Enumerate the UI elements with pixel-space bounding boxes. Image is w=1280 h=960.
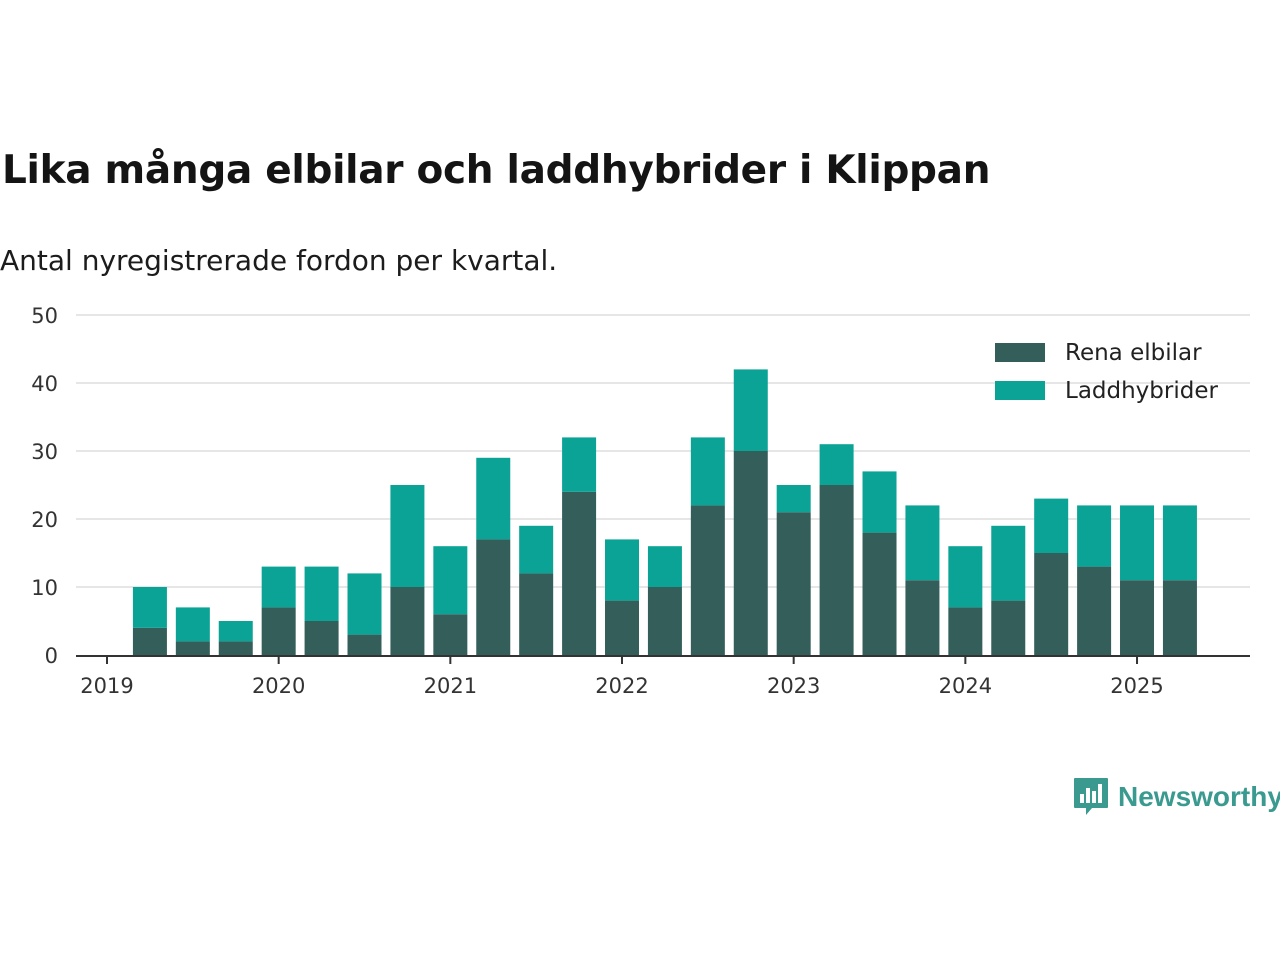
bar-rena-elbilar bbox=[304, 621, 339, 655]
bar-rena-elbilar bbox=[776, 512, 811, 655]
bar-laddhybrider bbox=[819, 444, 854, 485]
bar-laddhybrider bbox=[733, 369, 768, 451]
bar-rena-elbilar bbox=[862, 532, 897, 655]
bar-laddhybrider bbox=[605, 539, 640, 601]
bars bbox=[132, 369, 1197, 655]
bar-laddhybrider bbox=[647, 546, 682, 587]
bar-laddhybrider bbox=[433, 546, 468, 615]
bar-laddhybrider bbox=[218, 621, 253, 642]
bar-rena-elbilar bbox=[261, 607, 296, 655]
y-axis-ticks: 0 10 20 30 40 50 bbox=[31, 304, 58, 668]
bar-laddhybrider bbox=[862, 471, 897, 533]
bar-rena-elbilar bbox=[991, 600, 1026, 655]
y-tick-label: 40 bbox=[31, 372, 58, 396]
bar-laddhybrider bbox=[948, 546, 983, 608]
x-tick-label: 2019 bbox=[80, 674, 133, 698]
bar-rena-elbilar bbox=[132, 627, 167, 655]
bar-laddhybrider bbox=[390, 485, 425, 587]
bar-rena-elbilar bbox=[390, 587, 425, 655]
bar-rena-elbilar bbox=[347, 634, 382, 655]
bar-rena-elbilar bbox=[905, 580, 940, 655]
x-tick-label: 2024 bbox=[939, 674, 992, 698]
bar-laddhybrider bbox=[132, 587, 167, 628]
bar-rena-elbilar bbox=[690, 505, 725, 655]
x-tick-label: 2025 bbox=[1110, 674, 1163, 698]
bar-laddhybrider bbox=[690, 437, 725, 506]
bar-laddhybrider bbox=[1120, 505, 1155, 581]
bar-laddhybrider bbox=[776, 485, 811, 513]
legend-swatch bbox=[995, 381, 1045, 400]
newsworthy-logo: Newsworthy bbox=[1072, 776, 1280, 818]
legend-label: Rena elbilar bbox=[1065, 340, 1202, 366]
bar-rena-elbilar bbox=[1077, 566, 1112, 655]
chart-title: Lika många elbilar och laddhybrider i Kl… bbox=[2, 148, 991, 193]
bar-rena-elbilar bbox=[433, 614, 468, 655]
bar-rena-elbilar bbox=[476, 539, 511, 655]
bar-rena-elbilar bbox=[562, 491, 597, 655]
bar-rena-elbilar bbox=[733, 451, 768, 655]
bar-rena-elbilar bbox=[948, 607, 983, 655]
x-tick-label: 2020 bbox=[252, 674, 305, 698]
bar-rena-elbilar bbox=[175, 641, 210, 655]
y-tick-label: 0 bbox=[45, 644, 58, 668]
x-tick-label: 2023 bbox=[767, 674, 820, 698]
y-tick-label: 10 bbox=[31, 576, 58, 600]
x-tick-label: 2022 bbox=[595, 674, 648, 698]
legend: Rena elbilar Laddhybrider bbox=[995, 340, 1218, 404]
chart-subtitle: Antal nyregistrerade fordon per kvartal. bbox=[0, 244, 558, 277]
bar-rena-elbilar bbox=[1120, 580, 1155, 655]
y-tick-label: 30 bbox=[31, 440, 58, 464]
bar-laddhybrider bbox=[905, 505, 940, 581]
bar-rena-elbilar bbox=[218, 641, 253, 655]
bar-laddhybrider bbox=[1034, 498, 1069, 553]
bar-laddhybrider bbox=[261, 566, 296, 608]
bar-laddhybrider bbox=[991, 525, 1026, 601]
bar-laddhybrider bbox=[347, 573, 382, 635]
bar-chart-speech-bubble-icon bbox=[1074, 778, 1108, 815]
bar-laddhybrider bbox=[519, 525, 554, 574]
bar-laddhybrider bbox=[562, 437, 597, 492]
bar-laddhybrider bbox=[1162, 505, 1197, 581]
bar-rena-elbilar bbox=[519, 573, 554, 655]
bar-laddhybrider bbox=[476, 457, 511, 540]
bar-rena-elbilar bbox=[647, 587, 682, 655]
x-axis: 2019 2020 2021 2022 2023 2024 2025 bbox=[76, 655, 1250, 698]
y-tick-label: 50 bbox=[31, 304, 58, 328]
legend-label: Laddhybrider bbox=[1065, 378, 1218, 404]
bar-rena-elbilar bbox=[1162, 580, 1197, 655]
bar-rena-elbilar bbox=[819, 485, 854, 655]
bar-rena-elbilar bbox=[1034, 553, 1069, 655]
bar-laddhybrider bbox=[1077, 505, 1112, 567]
x-tick-label: 2021 bbox=[424, 674, 477, 698]
bar-rena-elbilar bbox=[605, 600, 640, 655]
y-tick-label: 20 bbox=[31, 508, 58, 532]
brand-name: Newsworthy bbox=[1118, 781, 1280, 812]
bar-laddhybrider bbox=[175, 607, 210, 642]
legend-swatch bbox=[995, 343, 1045, 362]
bar-laddhybrider bbox=[304, 566, 339, 621]
